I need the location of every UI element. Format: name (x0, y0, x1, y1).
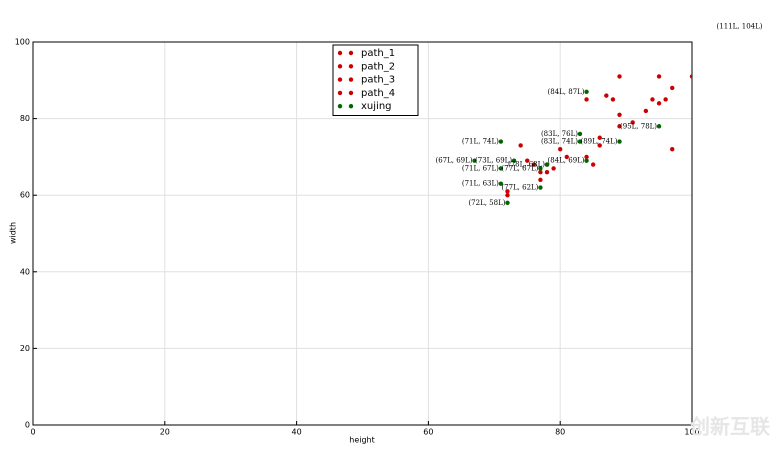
point (584, 158, 589, 163)
point (538, 185, 543, 190)
annotation: (95L, 78L) (620, 122, 657, 130)
annotation: (78L, 68L) (508, 161, 545, 169)
point (689, 74, 692, 79)
point (663, 97, 668, 102)
x-tick-label: 60 (423, 428, 433, 437)
point (656, 74, 662, 79)
x-tick-label: 80 (555, 428, 565, 437)
legend-label: path_3 (361, 75, 395, 86)
annotation: (72L, 58L) (468, 199, 505, 207)
y-tick-label: 100 (15, 38, 30, 47)
legend-marker (348, 50, 354, 56)
legend-marker (348, 90, 354, 96)
point (551, 166, 556, 171)
point (670, 85, 675, 91)
plot-frame (32, 41, 693, 426)
y-axis-label: width (9, 222, 18, 244)
x-tick-label: 100 (684, 428, 699, 437)
point (558, 147, 563, 152)
legend-marker (337, 64, 343, 69)
legend-marker (348, 104, 354, 109)
annotation: (84L, 87L) (548, 88, 585, 96)
y-tick-label: 40 (20, 267, 30, 276)
point (577, 131, 583, 137)
point (544, 162, 550, 167)
legend-label: path_1 (361, 48, 395, 59)
legend-marker (348, 77, 354, 82)
point (498, 166, 504, 171)
y-tick-label: 60 (20, 191, 30, 200)
point (505, 200, 510, 206)
x-tick-label: 20 (160, 428, 170, 437)
y-tick-label: 80 (20, 114, 30, 123)
point (617, 139, 622, 144)
annotation: (77L, 67L) (501, 164, 538, 172)
legend-label: xujing (361, 101, 392, 112)
point (590, 162, 596, 167)
annotation: (71L, 74L) (462, 138, 499, 146)
legend-marker (337, 90, 343, 96)
point (518, 143, 523, 148)
point (597, 143, 602, 148)
point (604, 93, 609, 98)
point (610, 97, 616, 102)
watermark: 创新互联 (689, 415, 770, 439)
point (538, 170, 543, 175)
point (584, 89, 589, 94)
annotation: (73L, 69L) (475, 157, 512, 165)
point (617, 74, 622, 79)
legend-marker (348, 64, 354, 69)
x-tick-label: 40 (292, 428, 302, 437)
points (472, 74, 692, 206)
legend-box (332, 44, 419, 116)
point (577, 139, 583, 144)
annotation: (83L, 74L) (541, 138, 578, 146)
point (643, 108, 649, 114)
annotation: (111L, 104L) (717, 23, 763, 31)
point (505, 189, 510, 194)
x-axis-label: height (349, 436, 375, 445)
annotation: (77L, 62L) (501, 184, 538, 192)
point (525, 158, 530, 163)
legend-marker (337, 50, 343, 56)
point (505, 193, 510, 198)
point (538, 166, 543, 171)
point (656, 101, 662, 106)
legend-marker (337, 104, 343, 109)
point (538, 177, 543, 183)
point (630, 120, 635, 125)
point (472, 158, 477, 163)
y-tick-label: 0 (25, 421, 30, 430)
legend-label: path_4 (361, 88, 395, 99)
annotation: (67L, 69L) (435, 157, 472, 165)
point (656, 124, 662, 129)
annotation: (83L, 76L) (541, 130, 578, 138)
point (650, 97, 655, 102)
annotation: (71L, 63L) (462, 180, 499, 188)
y-tick-label: 20 (20, 344, 30, 353)
point (531, 162, 537, 167)
point (584, 154, 589, 160)
point (564, 154, 569, 160)
annotation: (71L, 67L) (462, 164, 499, 172)
point (498, 181, 504, 186)
point (544, 170, 550, 175)
point (498, 139, 504, 144)
point (617, 124, 622, 129)
x-tick-label: 0 (30, 428, 35, 437)
annotation: (84L, 69L) (548, 157, 585, 165)
point (617, 112, 622, 117)
annotation: (89L, 74L) (580, 138, 617, 146)
point (584, 97, 589, 102)
legend-marker (337, 77, 343, 82)
point (511, 158, 517, 163)
point (670, 147, 675, 152)
point (597, 135, 602, 140)
legend-label: path_2 (361, 61, 395, 72)
